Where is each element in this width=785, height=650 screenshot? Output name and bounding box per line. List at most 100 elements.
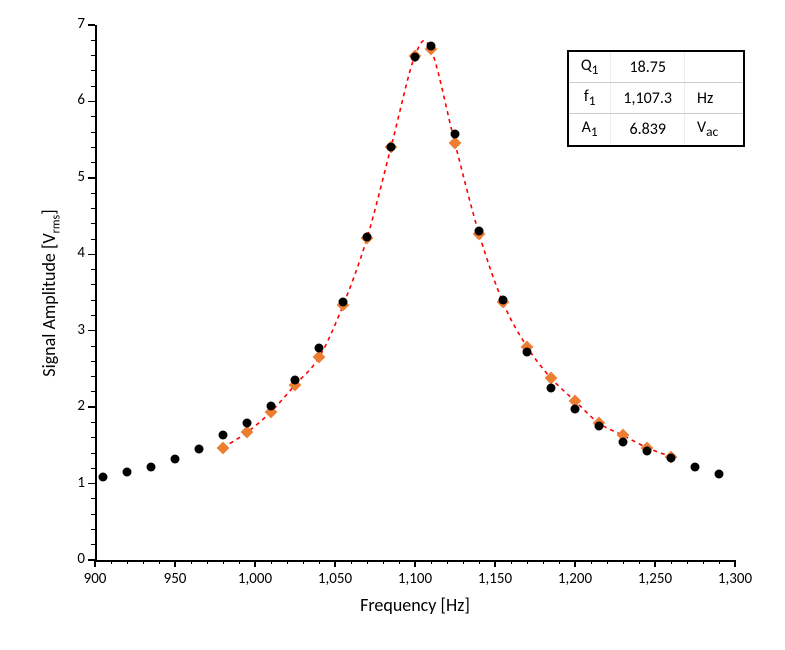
data-marker (715, 470, 724, 479)
y-tick (88, 24, 95, 26)
y-minor-tick (91, 544, 95, 545)
data-marker (643, 447, 652, 456)
x-minor-tick (159, 560, 160, 564)
y-axis-line (95, 25, 97, 560)
param-name: f1 (568, 83, 611, 114)
y-minor-tick (91, 208, 95, 209)
y-tick (88, 483, 95, 485)
param-value: 6.839 (611, 114, 685, 146)
y-tick-label: 3 (67, 321, 85, 339)
x-minor-tick (431, 560, 432, 564)
x-tick (334, 560, 336, 567)
y-tick-label: 4 (67, 244, 85, 262)
x-tick-label: 950 (153, 570, 197, 588)
data-marker (411, 53, 420, 62)
param-row: A16.839Vac (568, 114, 744, 146)
x-tick (414, 560, 416, 567)
y-tick-label: 1 (67, 474, 85, 492)
param-unit: Hz (685, 83, 745, 114)
data-marker (595, 422, 604, 431)
y-minor-tick (91, 239, 95, 240)
y-minor-tick (91, 361, 95, 362)
x-minor-tick (607, 560, 608, 564)
y-minor-tick (91, 391, 95, 392)
x-tick-label: 1,000 (233, 570, 277, 588)
data-marker (691, 462, 700, 471)
x-minor-tick (543, 560, 544, 564)
param-value: 18.75 (611, 51, 685, 83)
data-marker (427, 41, 436, 50)
x-tick (734, 560, 736, 567)
y-minor-tick (91, 284, 95, 285)
data-marker (267, 401, 276, 410)
data-marker (667, 454, 676, 463)
param-row: Q118.75 (568, 51, 744, 83)
x-tick-label: 1,200 (553, 570, 597, 588)
y-tick-label: 6 (67, 91, 85, 109)
y-tick (88, 254, 95, 256)
x-minor-tick (719, 560, 720, 564)
data-marker (339, 297, 348, 306)
x-minor-tick (639, 560, 640, 564)
x-tick (654, 560, 656, 567)
x-minor-tick (143, 560, 144, 564)
x-minor-tick (191, 560, 192, 564)
param-name: Q1 (568, 51, 611, 83)
x-minor-tick (591, 560, 592, 564)
x-minor-tick (479, 560, 480, 564)
y-minor-tick (91, 498, 95, 499)
x-tick (94, 560, 96, 567)
x-tick (174, 560, 176, 567)
y-tick (88, 406, 95, 408)
y-minor-tick (91, 468, 95, 469)
y-minor-tick (91, 315, 95, 316)
x-minor-tick (703, 560, 704, 564)
x-tick-label: 1,250 (633, 570, 677, 588)
x-tick (494, 560, 496, 567)
x-minor-tick (367, 560, 368, 564)
param-row: f11,107.3Hz (568, 83, 744, 114)
data-marker (147, 462, 156, 471)
y-minor-tick (91, 223, 95, 224)
x-tick-label: 1,100 (393, 570, 437, 588)
y-minor-tick (91, 269, 95, 270)
data-marker (123, 468, 132, 477)
x-tick-label: 1,300 (713, 570, 757, 588)
y-axis-title: Signal Amplitude [Vrms] (38, 193, 64, 393)
data-marker (315, 343, 324, 352)
x-minor-tick (239, 560, 240, 564)
x-minor-tick (463, 560, 464, 564)
x-minor-tick (287, 560, 288, 564)
y-tick (88, 101, 95, 103)
data-marker (475, 227, 484, 236)
x-minor-tick (527, 560, 528, 564)
y-minor-tick (91, 514, 95, 515)
param-value: 1,107.3 (611, 83, 685, 114)
x-tick-label: 1,150 (473, 570, 517, 588)
y-minor-tick (91, 147, 95, 148)
y-minor-tick (91, 453, 95, 454)
x-tick-label: 900 (73, 570, 117, 588)
x-minor-tick (559, 560, 560, 564)
x-tick (254, 560, 256, 567)
data-marker (291, 376, 300, 385)
y-tick-label: 5 (67, 168, 85, 186)
y-tick-label: 0 (67, 550, 85, 568)
y-minor-tick (91, 300, 95, 301)
x-tick (574, 560, 576, 567)
y-tick (88, 177, 95, 179)
x-minor-tick (303, 560, 304, 564)
y-minor-tick (91, 86, 95, 87)
param-name: A1 (568, 114, 611, 146)
x-minor-tick (447, 560, 448, 564)
x-tick-label: 1,050 (313, 570, 357, 588)
y-minor-tick (91, 422, 95, 423)
x-minor-tick (687, 560, 688, 564)
y-tick-label: 2 (67, 397, 85, 415)
x-minor-tick (351, 560, 352, 564)
data-marker (523, 348, 532, 357)
y-minor-tick (91, 346, 95, 347)
param-unit: Vac (685, 114, 745, 146)
data-marker (171, 455, 180, 464)
data-marker (451, 129, 460, 138)
